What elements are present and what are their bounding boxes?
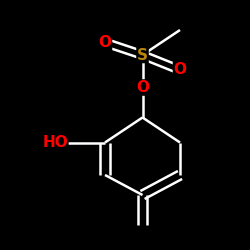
Text: HO: HO	[42, 135, 68, 150]
Text: O: O	[136, 80, 149, 95]
Text: O: O	[98, 35, 112, 50]
Text: S: S	[137, 48, 148, 62]
Text: O: O	[174, 62, 186, 78]
